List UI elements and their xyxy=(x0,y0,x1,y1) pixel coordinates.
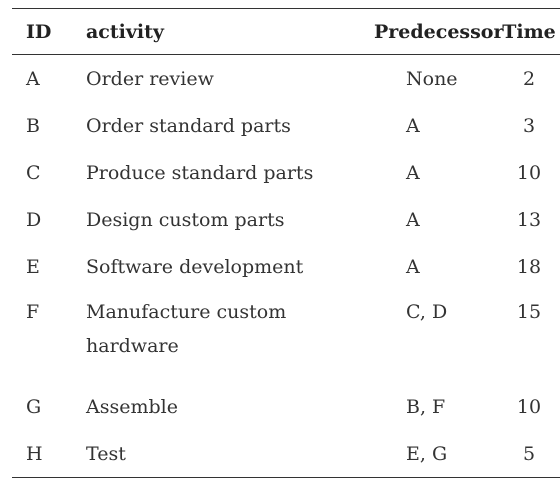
cell-time: 3 xyxy=(522,114,536,137)
cell-id: A xyxy=(26,67,40,90)
cell-predecessor: A xyxy=(406,114,420,137)
table-row: E Software development A 18 xyxy=(12,243,560,290)
cell-activity: Software development xyxy=(86,255,304,278)
cell-id: G xyxy=(26,395,42,418)
table-row: A Order review None 2 xyxy=(12,55,560,103)
cell-activity: Order review xyxy=(86,67,214,90)
cell-time: 10 xyxy=(516,161,542,184)
column-header-time: Time xyxy=(502,20,556,43)
cell-predecessor: B, F xyxy=(406,395,446,418)
cell-predecessor: E, G xyxy=(406,442,448,465)
cell-predecessor: None xyxy=(406,67,458,90)
activity-table: ID activity Predecessor Time A Order rev… xyxy=(12,8,560,478)
cell-time: 13 xyxy=(516,208,542,231)
column-header-id: ID xyxy=(26,20,52,43)
cell-activity: Produce standard parts xyxy=(86,161,314,184)
cell-time: 15 xyxy=(516,301,542,323)
cell-time: 10 xyxy=(516,395,542,418)
table-row: G Assemble B, F 10 xyxy=(12,383,560,430)
cell-predecessor: C, D xyxy=(406,301,448,323)
cell-predecessor: A xyxy=(406,161,420,184)
cell-id: F xyxy=(26,301,40,323)
cell-predecessor: A xyxy=(406,255,420,278)
cell-activity: Design custom parts xyxy=(86,208,285,231)
cell-activity: Test xyxy=(86,442,126,465)
table-row: F Manufacture custom hardware C, D 15 xyxy=(12,290,560,383)
table-row: B Order standard parts A 3 xyxy=(12,102,560,149)
cell-time: 18 xyxy=(516,255,542,278)
cell-id: D xyxy=(26,208,42,231)
cell-time: 2 xyxy=(522,67,536,90)
table-row: C Produce standard parts A 10 xyxy=(12,149,560,196)
cell-activity: Assemble xyxy=(86,395,178,418)
column-header-activity: activity xyxy=(86,20,164,43)
cell-time: 5 xyxy=(522,442,536,465)
activity-table-container: ID activity Predecessor Time A Order rev… xyxy=(12,8,560,478)
table-row: H Test E, G 5 xyxy=(12,430,560,478)
cell-predecessor: A xyxy=(406,208,420,231)
cell-id: C xyxy=(26,161,41,184)
cell-id: B xyxy=(26,114,40,137)
table-header-row: ID activity Predecessor Time xyxy=(12,8,560,55)
cell-activity: Order standard parts xyxy=(86,114,291,137)
cell-activity: Manufacture custom hardware xyxy=(86,301,287,357)
table-row: D Design custom parts A 13 xyxy=(12,196,560,243)
cell-id: H xyxy=(26,442,43,465)
column-header-predecessor: Predecessor xyxy=(374,20,504,43)
cell-id: E xyxy=(26,255,40,278)
